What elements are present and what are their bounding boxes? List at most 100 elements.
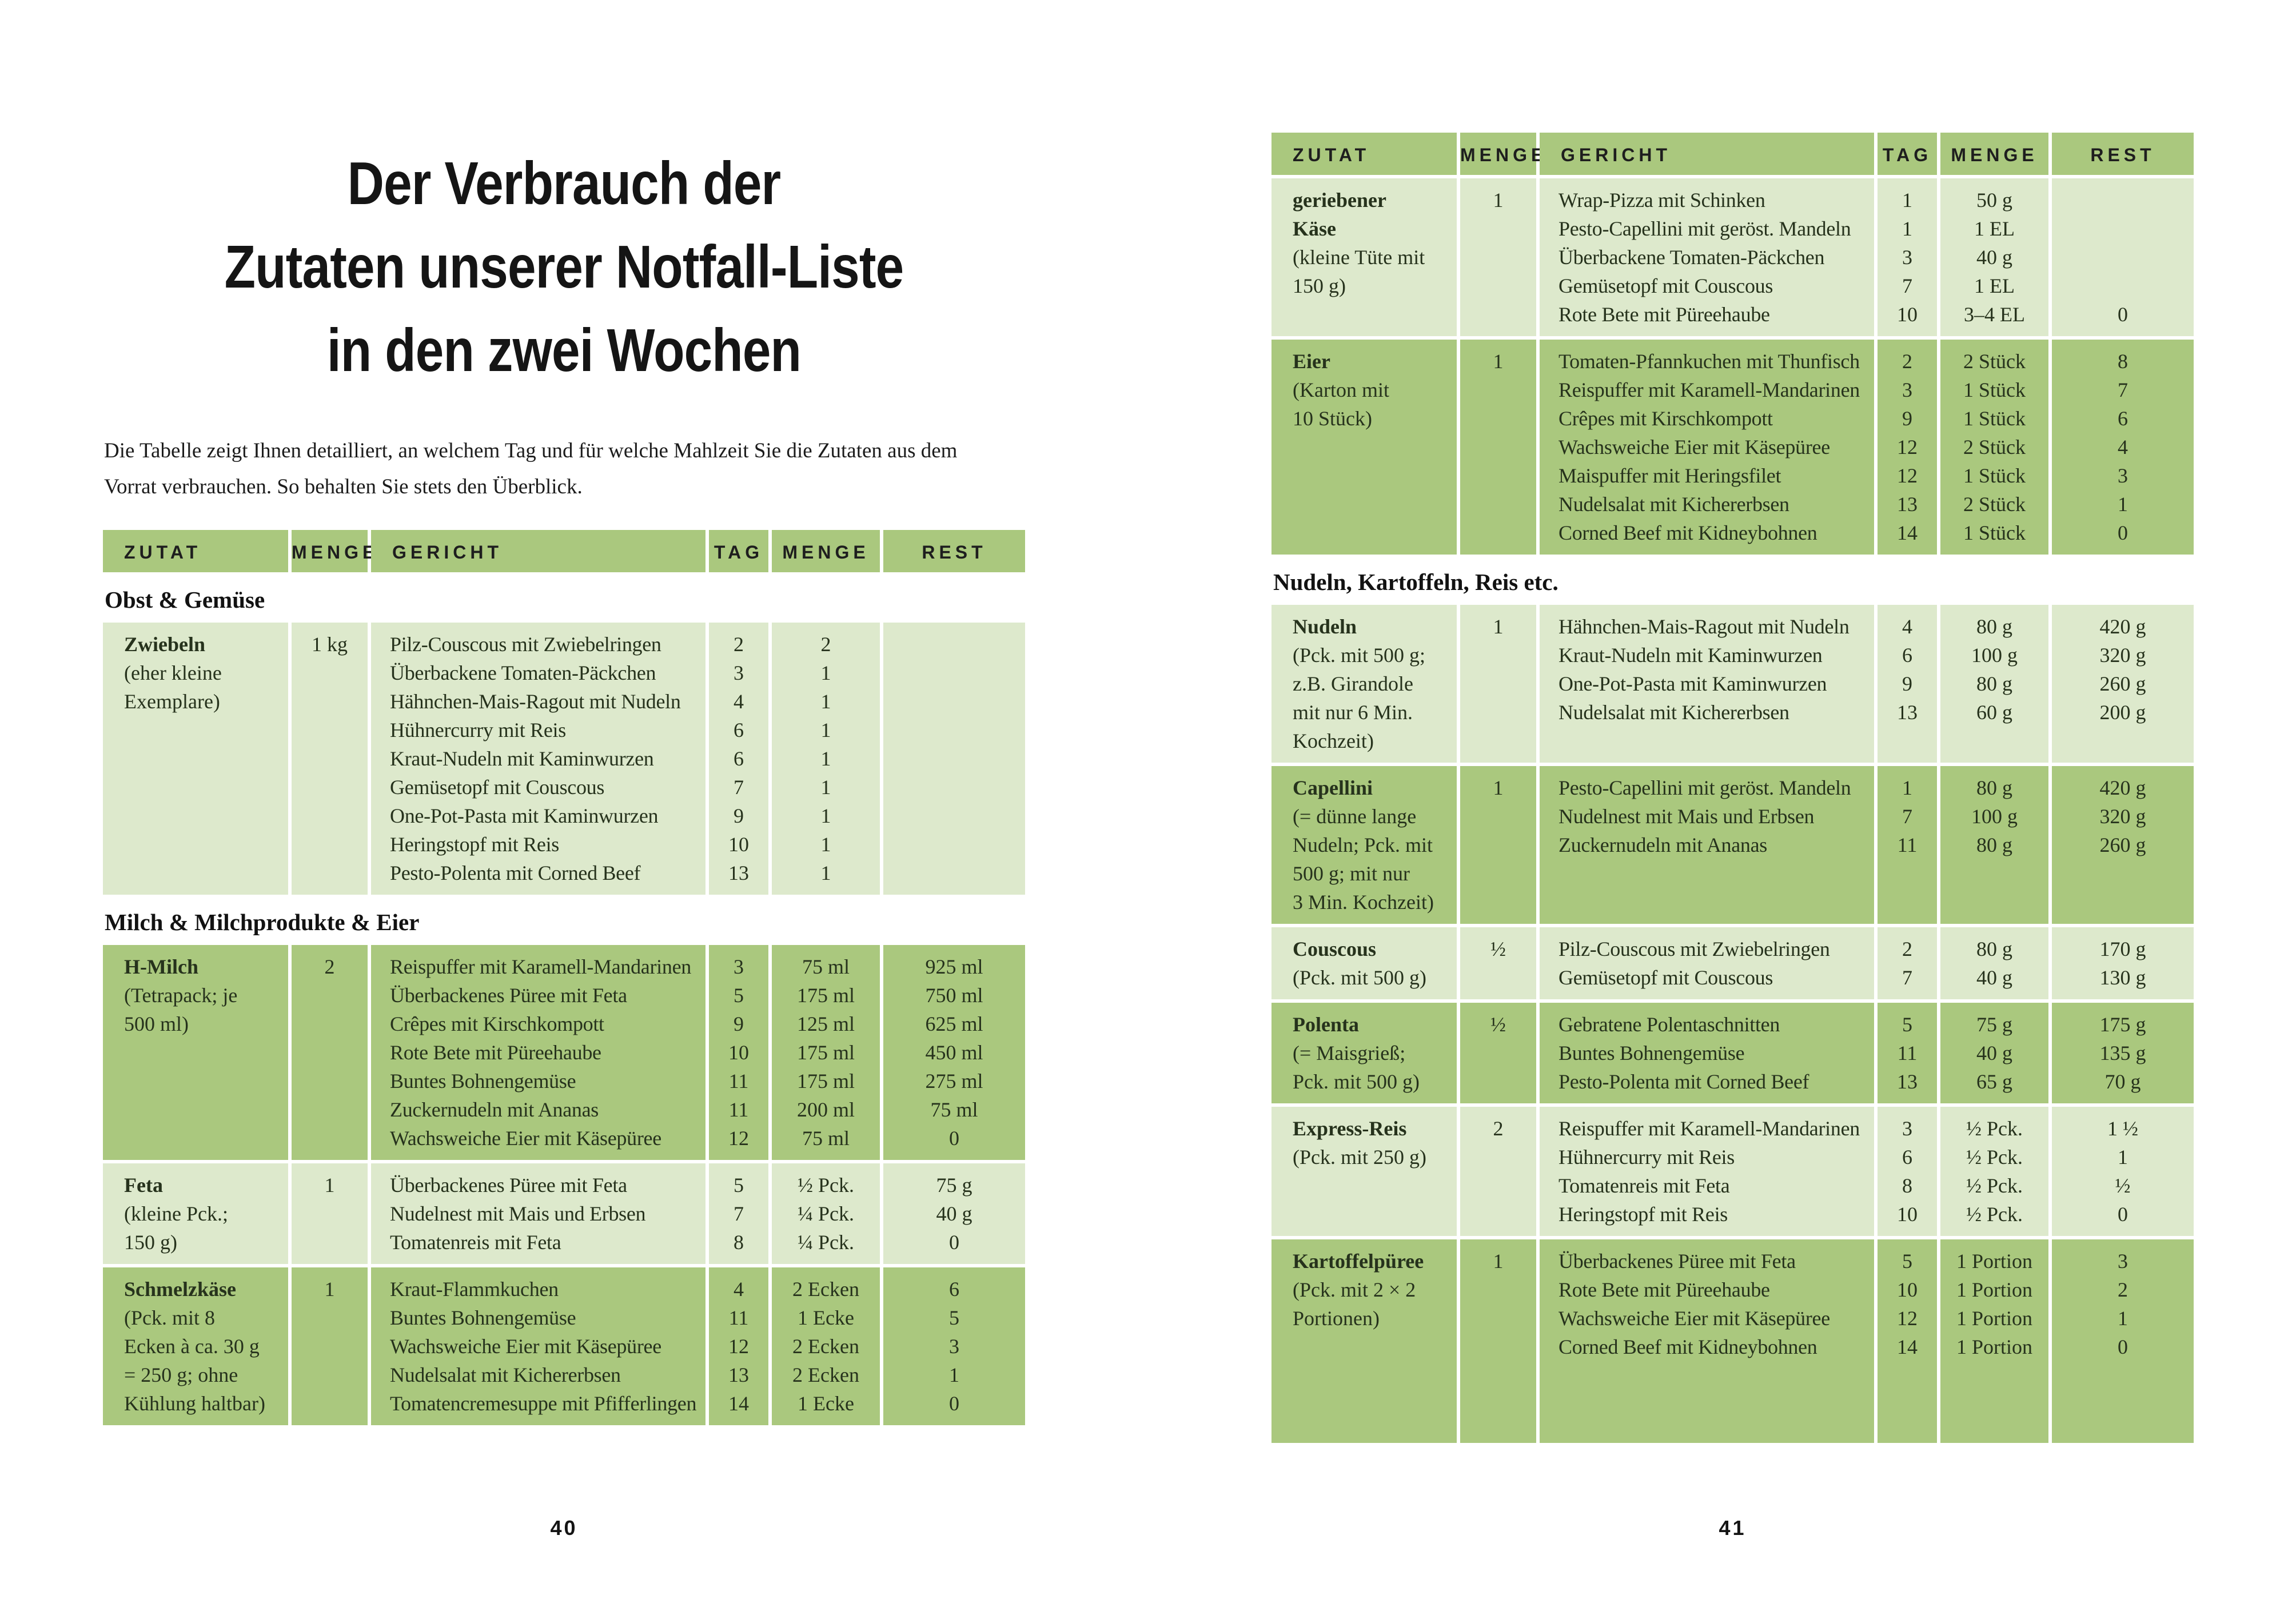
page-title-line: Zutaten unserer Notfall-Liste xyxy=(224,233,904,301)
page-number-right: 41 xyxy=(1719,1516,1747,1540)
cell-line: 5 xyxy=(734,984,744,1007)
cell-line: 70 g xyxy=(2104,1070,2141,1093)
cell-line: 13 xyxy=(728,862,749,884)
cell-line: 60 g xyxy=(1976,701,2012,724)
cell-line: Hähnchen-Mais-Ragout mit Nudeln xyxy=(390,690,681,713)
cell-line: 80 g xyxy=(1976,834,2012,856)
cell-line: 1 xyxy=(1902,189,1912,212)
cell-line: 1 xyxy=(820,776,831,799)
cell-line: 1 xyxy=(2118,1307,2128,1330)
table-row-capellini: Capellini (= dünne lange Nudeln; Pck. mit 5… xyxy=(1271,766,2194,924)
cell-line: 2 Stück xyxy=(1963,350,2026,373)
cell-line: 9 xyxy=(734,804,744,827)
cell-line: 2 xyxy=(2118,1278,2128,1301)
gericht-cell: Überbackenes Püree mit Feta Nudelnest mit… xyxy=(371,1163,705,1264)
column-header-menge: MENGE xyxy=(292,530,374,572)
cell-line: 10 xyxy=(1897,303,1918,326)
cell-line: 135 g xyxy=(2099,1042,2146,1064)
menge-used-cell: 75 ml 175 ml 125 ml 175 ml 175 ml 200 ml 75 ml xyxy=(772,945,880,1160)
cell-line: Pesto-Polenta mit Corned Beef xyxy=(1558,1070,1809,1093)
cell-line: 8 xyxy=(734,1231,744,1254)
cell-line: (Pck. mit 8 xyxy=(124,1306,215,1329)
intro-paragraph: Die Tabelle zeigt Ihnen detailliert, an … xyxy=(104,433,1025,505)
cell-line: 75 g xyxy=(1976,1013,2012,1036)
tag-cell: 3 5 9 10 11 11 12 xyxy=(709,945,768,1160)
cell-line: 420 g xyxy=(2099,776,2146,799)
cell-line: 13 xyxy=(1897,1070,1918,1093)
cell-line: Zuckernudeln mit Ananas xyxy=(390,1098,599,1121)
cell-line xyxy=(883,859,1025,887)
cell-line: 500 ml) xyxy=(124,1012,189,1035)
cell-line xyxy=(883,801,1025,830)
cell-line: 0 xyxy=(2118,303,2128,326)
section-heading: Obst & Gemüse xyxy=(105,587,265,613)
cell-line: 100 g xyxy=(1971,644,2018,667)
cell-line: (= Maisgrieß; xyxy=(1293,1042,1406,1064)
column-header-menge-used: MENGE xyxy=(772,530,880,572)
cell-line: Nudelnest mit Mais und Erbsen xyxy=(1558,805,1815,828)
cell-line: 11 xyxy=(1897,1042,1918,1064)
table-row-zwiebeln: Zwiebeln (eher kleine Exemplare) 1 kg Pilz-C… xyxy=(103,623,1025,895)
menge-used-cell: 2 1 1 1 1 1 1 1 1 xyxy=(772,623,880,895)
cell-line: Rote Bete mit Püreehaube xyxy=(1558,1278,1770,1301)
consumption-table-right: ZUTAT MENGE GERICHT TAG MENGE REST geriebener K… xyxy=(1271,133,2194,1443)
cell-line: Buntes Bohnengemüse xyxy=(1558,1042,1745,1064)
cell-line: 100 g xyxy=(1971,805,2018,828)
cell-line: 0 xyxy=(2118,1335,2128,1358)
cell-line: 11 xyxy=(728,1070,749,1092)
tag-cell: 3 6 8 10 xyxy=(1878,1107,1937,1236)
table-row-polenta: Polenta (= Maisgrieß; Pck. mit 500 g) ½ Gebr… xyxy=(1271,1003,2194,1103)
zutat-cell: Zwiebeln (eher kleine Exemplare) xyxy=(103,623,288,895)
rest-cell: 1 ½ 1 ½ 0 xyxy=(2052,1107,2194,1236)
cell-line: Wrap-Pizza mit Schinken xyxy=(1558,189,1765,212)
cell-line: Corned Beef mit Kidneybohnen xyxy=(1558,1335,1817,1358)
cell-line: 200 g xyxy=(2099,701,2146,724)
cell-line: 10 xyxy=(728,833,749,856)
tag-cell: 2 3 4 6 6 7 9 10 13 xyxy=(709,623,768,895)
cell-line: 65 g xyxy=(1976,1070,2012,1093)
cell-line: 10 Stück) xyxy=(1293,407,1372,430)
cell-line: 80 g xyxy=(1976,938,2012,960)
cell-line: ½ Pck. xyxy=(1966,1146,2023,1169)
rest-cell: 75 g 40 g 0 xyxy=(883,1163,1025,1264)
cell-line: Überbackene Tomaten-Päckchen xyxy=(1558,246,1825,269)
cell-line: Wachsweiche Eier mit Käsepüree xyxy=(1558,436,1830,458)
cell-line: 12 xyxy=(728,1127,749,1150)
cell-line: Hähnchen-Mais-Ragout mit Nudeln xyxy=(1558,615,1849,638)
cell-line: H-Milch xyxy=(124,955,198,978)
cell-line: Pilz-Couscous mit Zwiebelringen xyxy=(390,633,661,656)
cell-line: 7 xyxy=(2118,378,2128,401)
cell-line: Buntes Bohnengemüse xyxy=(390,1070,576,1092)
cell-line: 175 g xyxy=(2099,1013,2146,1036)
cell-line: Nudeln; Pck. mit xyxy=(1293,834,1433,856)
cell-line: 2 Stück xyxy=(1963,493,2026,516)
rest-cell xyxy=(883,623,1025,895)
cell-line: 4 xyxy=(734,1278,744,1301)
cell-line: 3 xyxy=(1902,378,1912,401)
cell-line: Überbackenes Püree mit Feta xyxy=(390,1174,627,1197)
cell-line: 7 xyxy=(1902,274,1912,297)
cell-line: Käse xyxy=(1293,217,1336,240)
menge-cell: 1 xyxy=(1460,766,1536,924)
gericht-cell: Wrap-Pizza mit Schinken Pesto-Capellini m… xyxy=(1540,178,1874,336)
zutat-cell: Kartoffelpüree (Pck. mit 2 × 2 Portionen) xyxy=(1271,1239,1457,1443)
cell-line: 1 xyxy=(1493,776,1504,799)
cell-line: Schmelzkäse xyxy=(124,1278,236,1301)
cell-line: Kochzeit) xyxy=(1293,729,1374,752)
cell-line: 150 g) xyxy=(124,1231,177,1254)
cell-line: 75 g xyxy=(936,1174,972,1197)
menge-cell: ½ xyxy=(1460,927,1536,999)
menge-used-cell: 1 Portion 1 Portion 1 Portion 1 Portion xyxy=(1940,1239,2048,1443)
cell-line: Zwiebeln xyxy=(124,633,206,656)
cell-line: Zuckernudeln mit Ananas xyxy=(1558,834,1768,856)
menge-cell: 2 xyxy=(1460,1107,1536,1236)
cell-line: One-Pot-Pasta mit Kaminwurzen xyxy=(390,804,659,827)
cell-line: Polenta xyxy=(1293,1013,1359,1036)
zutat-cell: Schmelzkäse (Pck. mit 8 Ecken à ca. 30 g = … xyxy=(103,1267,288,1425)
cell-line: 2 Ecken xyxy=(792,1335,859,1358)
gericht-cell: Überbackenes Püree mit Feta Rote Bete mit… xyxy=(1540,1239,1874,1443)
cell-line: 320 g xyxy=(2099,644,2146,667)
cell-line: Couscous xyxy=(1293,938,1377,960)
column-header-rest: REST xyxy=(883,530,1025,572)
cell-line: 80 g xyxy=(1976,615,2012,638)
